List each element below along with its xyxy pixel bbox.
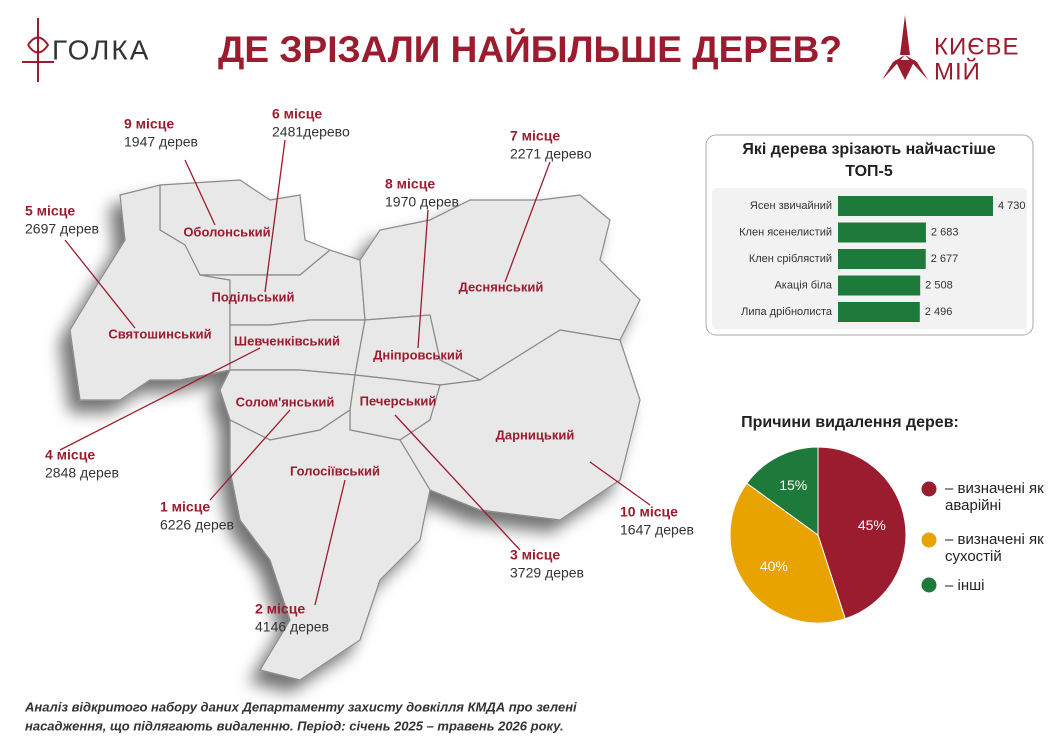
bar-value-label: 4 730 xyxy=(998,200,1026,212)
leader-line xyxy=(314,479,346,606)
rank-label: 9 місце xyxy=(124,116,174,132)
legend-entry: – визначені як аварійні xyxy=(945,480,1044,514)
bar-chart-title: Які дерева зрізають найчастіше xyxy=(742,141,995,158)
tree-count: 1970 дерев xyxy=(385,194,459,210)
bar xyxy=(838,249,926,269)
leader-line xyxy=(394,414,521,551)
bar-value-label: 2 508 xyxy=(925,279,953,291)
pie-slice xyxy=(746,446,819,536)
leader-line xyxy=(504,161,551,283)
rank-label: 3 місце xyxy=(510,547,560,563)
district-name: Подільський xyxy=(212,289,295,304)
bar-value-label: 2 677 xyxy=(931,253,959,265)
logo-left: ГОЛКА xyxy=(52,34,150,65)
legend-dot xyxy=(920,480,938,498)
rank-label: 8 місце xyxy=(385,176,435,192)
rank-label: 6 місце xyxy=(272,106,322,122)
tree-count: 4146 дерев xyxy=(255,619,329,635)
district-name: Святошинський xyxy=(108,326,211,341)
district-name: Печерський xyxy=(360,393,437,408)
legend-entry: – визначені як сухостій xyxy=(945,531,1044,565)
logo-left-icon xyxy=(22,18,54,82)
tree-count: 2481дерево xyxy=(272,124,350,140)
leader-line xyxy=(264,139,286,293)
bar-label: Липа дрібнолиста xyxy=(741,306,833,318)
pie-title: Причини видалення дерев: xyxy=(741,414,959,431)
tree-count: 2271 дерево xyxy=(510,146,592,162)
legend-dot xyxy=(920,531,938,549)
leader-line xyxy=(209,409,291,501)
bar xyxy=(838,302,920,322)
tree-count: 1647 дерев xyxy=(620,522,694,538)
tree-count: 6226 дерев xyxy=(160,517,234,533)
tree-count: 1947 дерев xyxy=(124,134,198,150)
bar-label: Ясен звичайний xyxy=(750,200,832,212)
bar xyxy=(838,275,921,296)
bar-label: Акація біла xyxy=(774,279,832,291)
leader-line xyxy=(64,239,136,329)
district-name: Дарницький xyxy=(496,427,575,442)
bar xyxy=(838,196,993,216)
bar-value-label: 2 683 xyxy=(931,226,959,238)
bar-label: Клен ясенелистий xyxy=(739,226,832,238)
logo-right-icon xyxy=(882,15,928,80)
tree-count: 3729 дерев xyxy=(510,565,584,581)
footnote: Аналіз відкритого набору даних Департаме… xyxy=(24,699,577,714)
rank-label: 5 місце xyxy=(25,203,75,219)
bar-chart-subtitle: ТОП-5 xyxy=(845,163,893,180)
rank-label: 4 місце xyxy=(45,447,95,463)
legend-dot xyxy=(920,576,938,594)
kyiv-map xyxy=(69,179,641,681)
legend-entry: – інші xyxy=(945,577,985,594)
logo-right-line: МІЙ xyxy=(934,57,981,85)
bar xyxy=(838,222,926,243)
rank-label: 1 місце xyxy=(160,499,210,515)
rank-label: 7 місце xyxy=(510,128,560,144)
district-shape xyxy=(69,184,231,401)
leader-line xyxy=(589,461,651,506)
pie-slice xyxy=(729,482,846,624)
district-name: Оболонський xyxy=(183,224,270,239)
district-shape xyxy=(399,329,641,521)
district-name: Голосіївський xyxy=(290,463,380,478)
bar-label: Клен сріблястий xyxy=(749,253,832,265)
logo-right-line: КИЄВЕ xyxy=(934,33,1020,60)
title: ДЕ ЗРІЗАЛИ НАЙБІЛЬШЕ ДЕРЕВ? xyxy=(218,28,842,70)
rank-label: 2 місце xyxy=(255,601,305,617)
pie-value-label: 40% xyxy=(760,558,788,574)
pie-value-label: 15% xyxy=(779,477,807,493)
district-name: Солом'янський xyxy=(236,394,335,409)
pie-value-label: 45% xyxy=(858,517,886,533)
district-name: Дніпровський xyxy=(373,347,463,362)
district-name: Шевченківський xyxy=(234,333,340,348)
bar-value-label: 2 496 xyxy=(925,306,953,318)
leader-line xyxy=(417,209,429,349)
tree-count: 2697 дерев xyxy=(25,221,99,237)
district-name: Деснянський xyxy=(459,279,544,294)
footnote: насадження, що підлягають видаленню. Пер… xyxy=(25,718,564,733)
rank-label: 10 місце xyxy=(620,504,678,520)
leader-line xyxy=(184,159,216,226)
tree-count: 2848 дерев xyxy=(45,465,119,481)
pie-slice xyxy=(817,446,907,620)
leader-line xyxy=(59,347,261,451)
